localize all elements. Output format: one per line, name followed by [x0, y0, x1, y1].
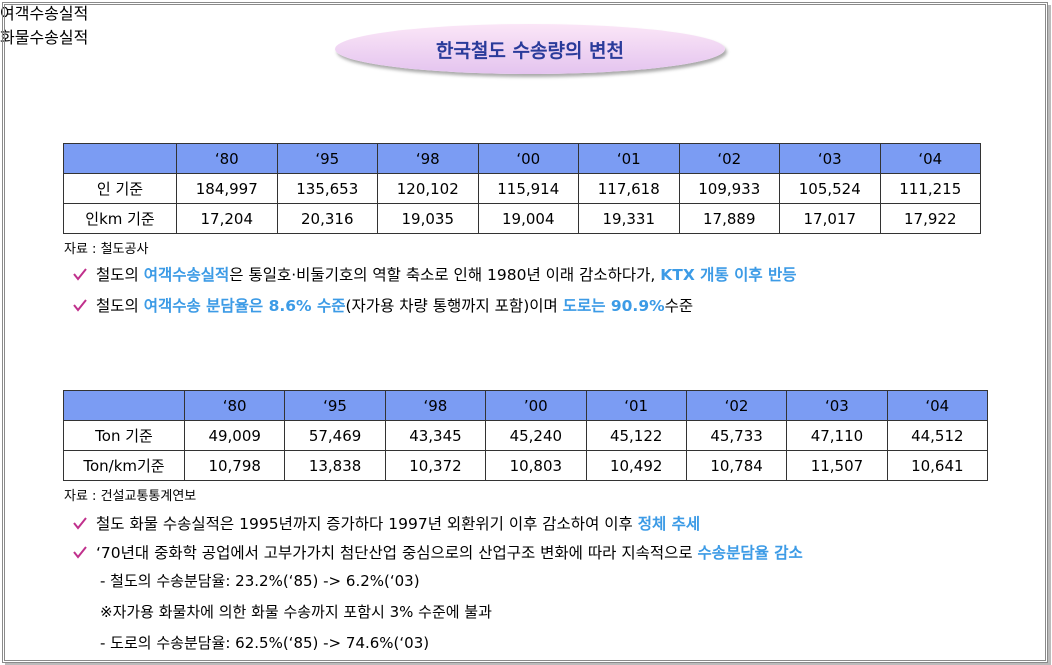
- cell: 43,345: [384, 420, 487, 451]
- column-header: ‘02: [678, 143, 780, 174]
- bullet-text: 철도의: [96, 297, 144, 315]
- column-header: ‘95: [284, 390, 386, 421]
- cell: 10,803: [485, 450, 587, 481]
- bullet-text: KTX 개통 이후 반등: [660, 266, 797, 284]
- cell: 19,004: [477, 203, 579, 234]
- cell: 115,914: [477, 173, 579, 204]
- source: 자료 : 건설교통통계연보: [64, 489, 197, 504]
- check-icon: [73, 299, 87, 312]
- column-header: ‘95: [276, 143, 378, 174]
- column-header: ‘04: [879, 143, 981, 174]
- header-row: ‘80 ‘95 ‘98’00 ‘01 ‘02 ‘03 ‘04: [63, 390, 989, 421]
- cell: 10,641: [886, 450, 989, 481]
- bullet-text: 여객수송 분담율은 8.6% 수준: [143, 297, 346, 315]
- column-header: ‘04: [886, 390, 989, 421]
- check-stroke: [73, 268, 87, 281]
- row-label: 인 기준: [63, 173, 177, 204]
- cell: 10,372: [384, 450, 487, 481]
- column-header: ‘80: [183, 390, 286, 421]
- title: 한국철도 수송량의 변천: [335, 24, 725, 74]
- column-header: ‘01: [585, 390, 687, 421]
- cell: 10,492: [585, 450, 687, 481]
- cell: 19,035: [377, 203, 479, 234]
- source: 자료 : 철도공사: [64, 242, 149, 257]
- bullet: ‘70년대 중화학 공업에서 고부가가치 첨단산업 중심으로의 산업구조 변화에…: [72, 541, 803, 563]
- column-header: ‘03: [779, 143, 881, 174]
- data-table: ‘80 ‘95 ‘98 ‘00 ‘01 ‘02 ‘03 ‘04 인 기준 184,997 135,6…: [63, 143, 981, 234]
- cell: 111,215: [879, 173, 981, 204]
- bullet-text: (자가용 차량 통행까지 포함)이며: [345, 297, 563, 315]
- cell: 19,331: [578, 203, 680, 234]
- section-heading: 여객수송실적: [0, 4, 89, 23]
- bullet: 철도의 여객수송실적 은 통일호·비둘기호의 역할 축소로 인해 1980년 이래…: [72, 263, 797, 285]
- bullet-text: ‘70년대 중화학 공업에서 고부가가치 첨단산업 중심으로의 산업구조 변화에…: [96, 544, 698, 562]
- column-header: ‘00: [477, 143, 579, 174]
- cell: 120,102: [377, 173, 479, 204]
- bullet-text: 수준: [664, 297, 694, 315]
- cell: 57,469: [284, 420, 386, 451]
- cell: 184,997: [176, 173, 278, 204]
- row-label: Ton/km기준: [63, 450, 185, 481]
- cell: 44,512: [886, 420, 989, 451]
- table-row: Ton 기준 49,009 57,469 43,345 45,240 45,122 45,7…: [63, 420, 989, 451]
- column-header: ‘02: [685, 390, 788, 421]
- cell: 20,316: [276, 203, 378, 234]
- bullet: 철도의 여객수송 분담율은 8.6% 수준 (자가용 차량 통행까지 포함)이며 …: [72, 294, 693, 316]
- cell: 47,110: [786, 420, 888, 451]
- check-stroke: [73, 546, 87, 559]
- cell: 105,524: [779, 173, 881, 204]
- cell: 17,889: [678, 203, 780, 234]
- check-icon: [73, 546, 87, 559]
- cell: 17,204: [176, 203, 278, 234]
- bullet-text: 은 통일호·비둘기호의 역할 축소로 인해 1980년 이래 감소하다가,: [229, 266, 661, 284]
- data-table: ‘80 ‘95 ‘98’00 ‘01 ‘02 ‘03 ‘04 Ton 기준 49,009 57,4…: [63, 390, 989, 481]
- check-icon: [73, 268, 87, 281]
- check-stroke: [73, 517, 87, 530]
- bullet-text: 철도 화물 수송실적은 1995년까지 증가하다 1997년 외환위기 이후 감…: [96, 515, 638, 533]
- cell: 117,618: [578, 173, 680, 204]
- row-label: 인km 기준: [63, 203, 177, 234]
- cell: 45,122: [585, 420, 687, 451]
- bullet-text: 정체 추세: [637, 515, 701, 533]
- cell: 49,009: [183, 420, 286, 451]
- cell: 10,798: [183, 450, 286, 481]
- table-row: 인km 기준 17,204 20,316 19,035 19,004 19,331 17,8…: [63, 203, 981, 234]
- column-header: ‘98: [377, 143, 479, 174]
- cell: 45,733: [685, 420, 788, 451]
- bullet-text: 철도의: [96, 266, 144, 284]
- corner-cell: [63, 143, 177, 174]
- table-row: Ton/km기준 10,798 13,838 10,372 10,803 10,492 10…: [63, 450, 989, 481]
- cell: 13,838: [284, 450, 386, 481]
- note: - 도로의 수송분담율: 62.5%(‘85) -> 74.6%(‘03): [100, 634, 430, 652]
- bullet-text: 수송분담율 감소: [697, 544, 803, 562]
- column-header: ‘01: [578, 143, 680, 174]
- bullet-text: 도로는 90.9%: [562, 297, 665, 315]
- check-stroke: [73, 299, 87, 312]
- header-row: ‘80 ‘95 ‘98 ‘00 ‘01 ‘02 ‘03 ‘04: [63, 143, 981, 174]
- cell: 17,017: [779, 203, 881, 234]
- section-heading: 화물수송실적: [0, 28, 89, 47]
- row-label: Ton 기준: [63, 420, 185, 451]
- cell: 45,240: [485, 420, 587, 451]
- table-row: 인 기준 184,997 135,653 120,102 115,914 117,618 1…: [63, 173, 981, 204]
- bullet-text: 여객수송실적: [143, 266, 230, 284]
- note: - 철도의 수송분담율: 23.2%(‘85) -> 6.2%(‘03): [100, 572, 420, 590]
- column-header: ’00: [485, 390, 587, 421]
- cell: 135,653: [276, 173, 378, 204]
- column-header: ‘03: [786, 390, 888, 421]
- note: ※자가용 화물차에 의한 화물 수송까지 포함시 3% 수준에 불과: [100, 603, 492, 621]
- column-header: ‘80: [176, 143, 278, 174]
- cell: 17,922: [879, 203, 981, 234]
- corner-cell: [63, 390, 185, 421]
- cell: 109,933: [678, 173, 780, 204]
- check-icon: [73, 517, 87, 530]
- cell: 10,784: [685, 450, 788, 481]
- cell: 11,507: [786, 450, 888, 481]
- bullet: 철도 화물 수송실적은 1995년까지 증가하다 1997년 외환위기 이후 감…: [72, 512, 700, 534]
- column-header: ‘98: [384, 390, 487, 421]
